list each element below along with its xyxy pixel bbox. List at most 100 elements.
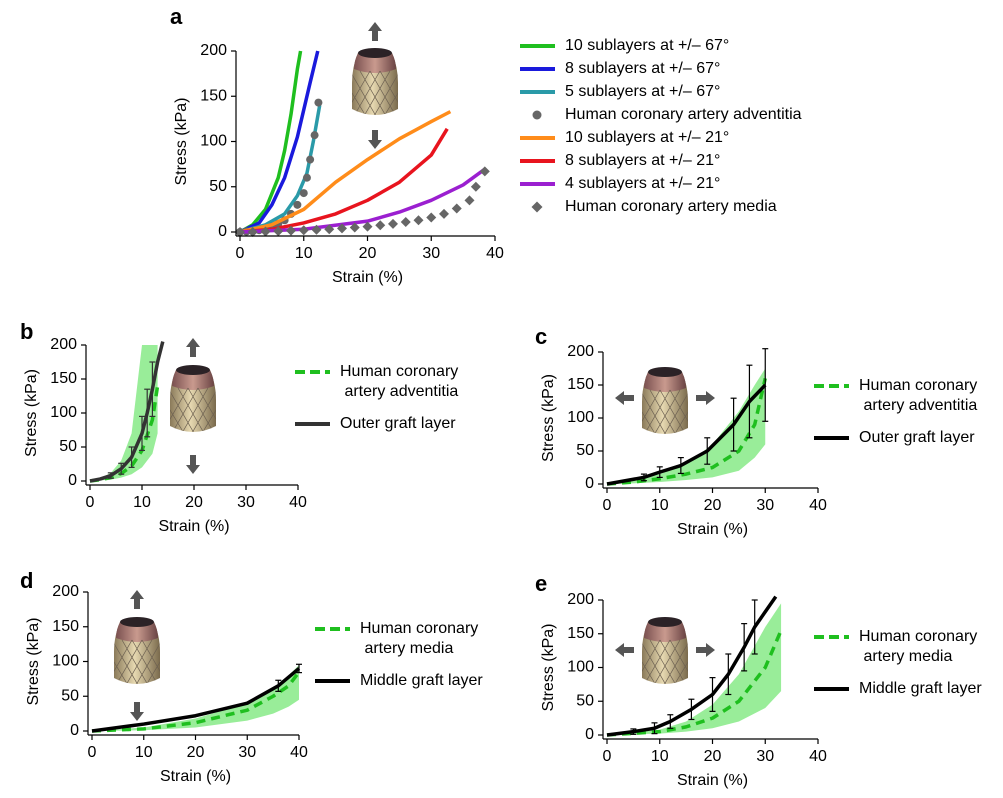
x-tick-label: 10: [135, 744, 153, 761]
y-tick-label: 0: [70, 722, 79, 739]
vessel-icon: [340, 22, 410, 149]
y-tick-label: 200: [52, 583, 79, 600]
x-axis-label: Strain (%): [332, 269, 403, 286]
y-axis-label: Stress (kPa): [540, 623, 557, 711]
x-tick-label: 40: [486, 245, 504, 262]
y-tick-label: 150: [50, 370, 77, 387]
circle-marker: [293, 200, 302, 209]
diamond-marker: [260, 226, 271, 237]
legend-label: Human coronary artery media: [859, 628, 977, 665]
y-tick-label: 200: [200, 42, 227, 59]
panel-label: a: [170, 4, 183, 29]
diamond-marker: [479, 166, 490, 177]
x-tick-label: 20: [704, 497, 722, 514]
vessel-icon: [615, 617, 715, 692]
legend-label: Outer graft layer: [859, 429, 975, 446]
x-tick-label: 10: [133, 494, 151, 511]
x-axis-label: Strain (%): [160, 768, 231, 785]
range-band: [90, 345, 158, 481]
y-tick-label: 50: [61, 687, 79, 704]
diamond-marker: [451, 203, 462, 214]
panel-label: c: [535, 324, 547, 349]
x-tick-label: 40: [809, 748, 827, 765]
series-line: [89, 385, 160, 483]
x-tick-label: 30: [756, 497, 774, 514]
diamond-marker: [247, 227, 258, 237]
y-axis-label: Stress (kPa): [23, 369, 40, 457]
x-tick-label: 40: [290, 744, 308, 761]
y-tick-label: 100: [567, 659, 594, 676]
circle-marker: [299, 189, 308, 198]
range-band: [607, 368, 766, 484]
y-axis-label: Stress (kPa): [540, 374, 557, 462]
y-tick-label: 150: [200, 87, 227, 104]
legend-label: Middle graft layer: [360, 672, 483, 689]
y-tick-label: 0: [218, 223, 227, 240]
series-line: [606, 629, 783, 737]
y-tick-label: 50: [576, 692, 594, 709]
legend-label: Human coronary artery media: [565, 198, 777, 215]
panel-label: e: [535, 571, 547, 596]
y-tick-label: 50: [576, 442, 594, 459]
x-tick-label: 0: [236, 245, 245, 262]
y-tick-label: 150: [52, 618, 79, 635]
diamond-marker: [235, 227, 245, 237]
x-tick-label: 20: [187, 744, 205, 761]
y-tick-label: 50: [59, 438, 77, 455]
diamond-marker: [413, 215, 424, 226]
panel-label: d: [20, 568, 33, 593]
series-line: [606, 595, 778, 737]
y-tick-label: 50: [209, 178, 227, 195]
y-tick-label: 200: [567, 591, 594, 608]
diamond-marker: [388, 218, 398, 229]
y-tick-label: 100: [567, 409, 594, 426]
diamond-marker: [400, 217, 411, 228]
x-tick-label: 30: [422, 245, 440, 262]
legend-label: 8 sublayers at +/– 67°: [565, 60, 720, 77]
diamond-marker: [362, 221, 373, 232]
panel-label: b: [20, 319, 33, 344]
circle-marker: [302, 173, 311, 182]
diamond-marker: [439, 208, 449, 219]
y-tick-label: 150: [567, 625, 594, 642]
series-line: [91, 670, 301, 733]
diamond-marker: [470, 181, 481, 192]
y-tick-label: 100: [52, 653, 79, 670]
legend-label: 8 sublayers at +/– 21°: [565, 152, 720, 169]
series-line: [91, 667, 301, 733]
x-tick-label: 10: [651, 497, 669, 514]
circle-marker: [314, 98, 323, 107]
x-tick-label: 40: [809, 497, 827, 514]
legend-label: Human coronary artery media: [360, 620, 478, 657]
y-tick-label: 100: [50, 404, 77, 421]
diamond-marker: [273, 226, 284, 237]
y-tick-label: 200: [567, 343, 594, 360]
x-tick-label: 40: [289, 494, 307, 511]
x-tick-label: 30: [237, 494, 255, 511]
circle-marker: [310, 131, 319, 140]
legend-label: Outer graft layer: [340, 415, 456, 432]
y-tick-label: 0: [68, 472, 77, 489]
series-line: [239, 50, 303, 234]
y-axis-label: Stress (kPa): [173, 97, 190, 185]
y-tick-label: 100: [200, 133, 227, 150]
legend-label: 5 sublayers at +/– 67°: [565, 83, 720, 100]
x-axis-label: Strain (%): [677, 772, 748, 789]
diamond-marker: [531, 201, 543, 213]
legend-label: 10 sublayers at +/– 21°: [565, 129, 729, 146]
x-tick-label: 20: [185, 494, 203, 511]
vessel-icon: [158, 338, 228, 474]
legend-label: Human coronary artery adventitia: [340, 363, 458, 400]
x-tick-label: 30: [756, 748, 774, 765]
y-tick-label: 0: [585, 726, 594, 743]
x-tick-label: 20: [359, 245, 377, 262]
legend-label: Human coronary artery adventitia: [565, 106, 802, 123]
series-line: [606, 383, 767, 486]
x-axis-label: Strain (%): [158, 518, 229, 535]
series-line: [606, 378, 767, 486]
diamond-marker: [311, 224, 322, 235]
diamond-marker: [324, 224, 335, 235]
diamond-marker: [464, 195, 475, 206]
